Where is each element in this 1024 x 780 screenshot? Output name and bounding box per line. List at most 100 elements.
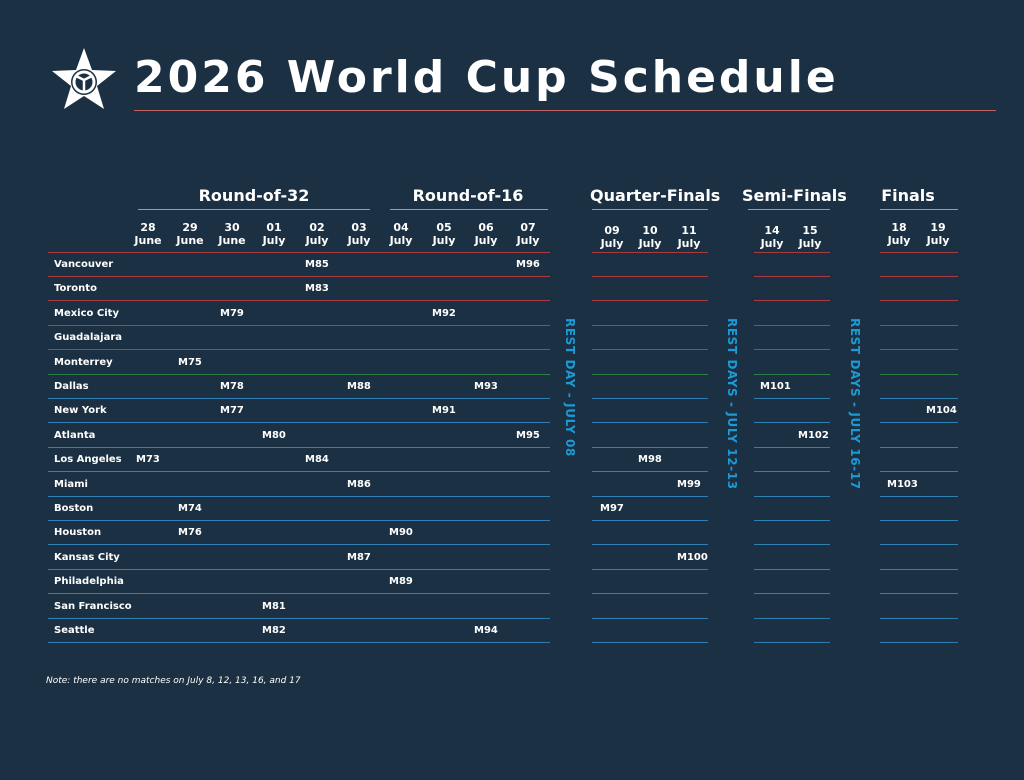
match-label: M74 (178, 503, 202, 514)
row-divider (880, 496, 958, 497)
date-header-day: 14 (764, 224, 780, 237)
date-header-month: July (389, 234, 413, 247)
row-divider (754, 349, 830, 350)
match-label: M92 (432, 308, 456, 319)
date-header: 05 July (422, 221, 466, 247)
date-header-month: July (760, 237, 784, 250)
row-divider (48, 447, 550, 448)
match-label: M95 (516, 430, 540, 441)
city-label: New York (54, 405, 107, 417)
rest-day-label-july-08: REST DAY - JULY 08 (563, 318, 577, 457)
row-divider (754, 398, 830, 399)
row-divider (592, 374, 708, 375)
date-header: 09 July (590, 224, 634, 250)
date-header-month: July (516, 234, 540, 247)
stage-underline (592, 209, 708, 210)
date-header-month: June (176, 234, 204, 247)
page-title: 2026 World Cup Schedule (134, 52, 839, 103)
row-divider (754, 544, 830, 545)
row-divider (880, 276, 958, 277)
match-label: M85 (305, 259, 329, 270)
match-label: M80 (262, 430, 286, 441)
date-header-day: 29 (182, 221, 198, 234)
row-divider (880, 447, 958, 448)
date-header-month: July (305, 234, 329, 247)
date-header-day: 04 (393, 221, 409, 234)
row-divider (592, 447, 708, 448)
row-divider (754, 642, 830, 643)
date-header: 15 July (788, 224, 832, 250)
match-label: M78 (220, 381, 244, 392)
row-divider (754, 618, 830, 619)
date-header: 28 June (126, 221, 170, 247)
row-divider (592, 593, 708, 594)
date-header-day: 11 (681, 224, 697, 237)
date-header-day: 05 (436, 221, 452, 234)
row-divider (754, 520, 830, 521)
row-divider (48, 325, 550, 326)
row-divider (48, 276, 550, 277)
stage-title-round-of-32: Round-of-32 (198, 186, 310, 205)
match-label: M75 (178, 357, 202, 368)
city-label: Toronto (54, 283, 97, 295)
row-divider (754, 593, 830, 594)
row-divider (880, 618, 958, 619)
header-divider (592, 252, 708, 253)
match-label: M91 (432, 405, 456, 416)
stage-title-finals: Finals (881, 186, 935, 205)
row-divider (880, 520, 958, 521)
rest-days-label-july-12-13: REST DAYS - JULY 12-13 (725, 318, 739, 490)
row-divider (48, 544, 550, 545)
row-divider (880, 422, 958, 423)
row-divider (592, 618, 708, 619)
row-divider (48, 471, 550, 472)
city-label: Vancouver (54, 259, 114, 270)
date-header: 18 July (877, 221, 921, 247)
date-header: 06 July (464, 221, 508, 247)
row-divider (880, 471, 958, 472)
date-header: 01 July (252, 221, 296, 247)
stage-title-semi-finals: Semi-Finals (742, 186, 847, 205)
date-header-month: July (677, 237, 701, 250)
row-divider (754, 422, 830, 423)
footnote: Note: there are no matches on July 8, 12… (46, 676, 301, 686)
date-header-month: July (600, 237, 624, 250)
match-label: M73 (136, 454, 160, 465)
match-label: M98 (638, 454, 662, 465)
row-divider (592, 325, 708, 326)
date-header-day: 07 (520, 221, 536, 234)
row-divider (48, 593, 550, 594)
row-divider (592, 422, 708, 423)
date-header: 30 June (210, 221, 254, 247)
date-header: 10 July (628, 224, 672, 250)
date-header-day: 28 (140, 221, 156, 234)
row-divider (48, 618, 550, 619)
row-divider (48, 398, 550, 399)
row-divider (754, 569, 830, 570)
row-divider (48, 349, 550, 350)
date-header: 02 July (295, 221, 339, 247)
city-label: Los Angeles (54, 454, 122, 466)
date-header-month: July (347, 234, 371, 247)
city-label: Monterrey (54, 356, 113, 368)
date-header-month: July (638, 237, 662, 250)
date-header-month: July (262, 234, 286, 247)
match-label: M96 (516, 259, 540, 270)
row-divider (754, 447, 830, 448)
row-divider (880, 300, 958, 301)
stage-underline (138, 209, 370, 210)
match-label: M90 (389, 527, 413, 538)
row-divider (880, 569, 958, 570)
date-header-day: 01 (266, 221, 282, 234)
row-divider (880, 642, 958, 643)
date-header-month: July (798, 237, 822, 250)
match-label: M97 (600, 503, 624, 514)
stage-underline (390, 209, 548, 210)
date-header-month: June (218, 234, 246, 247)
date-header: 29 June (168, 221, 212, 247)
city-label: Atlanta (54, 429, 96, 441)
row-divider (880, 374, 958, 375)
match-label: M104 (926, 405, 957, 416)
row-divider (592, 276, 708, 277)
match-label: M100 (677, 552, 708, 563)
